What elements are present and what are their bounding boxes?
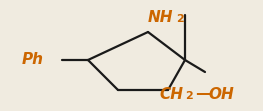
Text: —: —	[195, 85, 210, 100]
Text: Ph: Ph	[22, 52, 44, 66]
Text: NH: NH	[148, 10, 174, 25]
Text: 2: 2	[176, 14, 184, 24]
Text: 2: 2	[185, 91, 193, 101]
Text: CH: CH	[159, 86, 183, 101]
Text: OH: OH	[208, 86, 234, 101]
